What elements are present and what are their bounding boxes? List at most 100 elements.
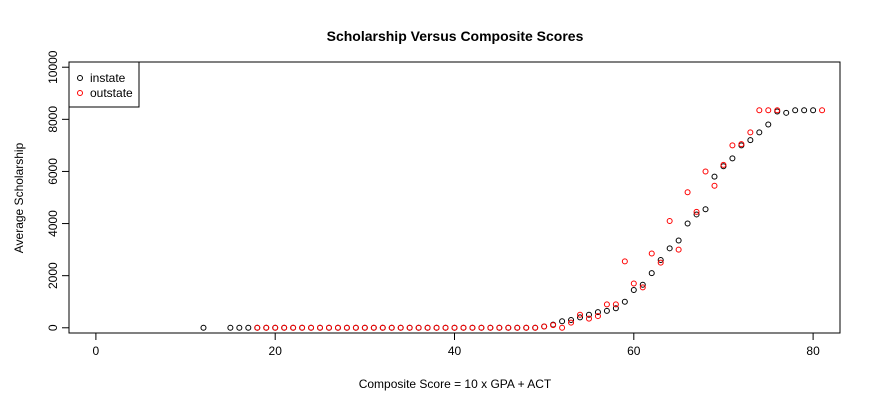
point-instate xyxy=(612,305,619,312)
point-outstate xyxy=(281,324,288,331)
point-instate xyxy=(810,107,817,114)
point-outstate xyxy=(415,324,422,331)
x-tick-label: 80 xyxy=(806,344,820,358)
point-instate xyxy=(801,107,808,114)
point-instate xyxy=(657,257,664,264)
point-instate xyxy=(792,107,799,114)
y-tick-label: 10000 xyxy=(46,50,60,84)
point-instate xyxy=(747,137,754,144)
point-outstate xyxy=(352,324,359,331)
point-outstate xyxy=(630,280,637,287)
point-outstate xyxy=(756,107,763,114)
legend-label-outstate: outstate xyxy=(90,86,133,100)
point-outstate xyxy=(290,324,297,331)
point-outstate xyxy=(505,324,512,331)
point-instate xyxy=(200,324,207,331)
point-outstate xyxy=(729,142,736,149)
point-outstate xyxy=(738,141,745,148)
y-tick-label: 6000 xyxy=(46,158,60,185)
point-instate xyxy=(729,155,736,162)
y-axis-label: Average Scholarship xyxy=(12,142,26,253)
y-tick-label: 0 xyxy=(46,324,60,331)
point-outstate xyxy=(693,208,700,215)
point-instate xyxy=(666,245,673,252)
legend-marker-instate xyxy=(77,75,83,81)
legend: instate outstate xyxy=(68,61,140,108)
point-instate xyxy=(577,314,584,321)
point-outstate xyxy=(370,324,377,331)
point-outstate xyxy=(433,324,440,331)
point-instate xyxy=(585,311,592,318)
point-instate xyxy=(603,307,610,314)
legend-box xyxy=(68,61,140,108)
point-instate xyxy=(559,318,566,325)
point-outstate xyxy=(657,259,664,266)
point-outstate xyxy=(487,324,494,331)
point-outstate xyxy=(496,324,503,331)
x-axis: 0 20 40 60 80 xyxy=(93,332,820,358)
y-tick-label: 8000 xyxy=(46,106,60,133)
point-outstate xyxy=(666,217,673,224)
point-outstate xyxy=(648,250,655,257)
point-instate xyxy=(630,287,637,294)
point-outstate xyxy=(594,313,601,320)
point-outstate xyxy=(577,311,584,318)
point-outstate xyxy=(585,315,592,322)
point-outstate xyxy=(765,107,772,114)
point-instate xyxy=(783,109,790,116)
plot-frame xyxy=(68,61,841,334)
point-instate xyxy=(227,324,234,331)
point-outstate xyxy=(702,168,709,175)
point-outstate xyxy=(523,324,530,331)
point-outstate xyxy=(711,182,718,189)
point-instate xyxy=(245,324,252,331)
point-outstate xyxy=(639,284,646,291)
point-outstate xyxy=(603,301,610,308)
point-instate xyxy=(702,206,709,213)
point-outstate xyxy=(442,324,449,331)
point-outstate xyxy=(559,324,566,331)
point-outstate xyxy=(263,324,270,331)
point-instate xyxy=(675,237,682,244)
point-instate xyxy=(594,309,601,316)
point-instate xyxy=(711,173,718,180)
point-outstate xyxy=(819,107,826,114)
point-outstate xyxy=(568,319,575,326)
point-outstate xyxy=(254,324,261,331)
point-outstate xyxy=(675,246,682,253)
point-outstate xyxy=(684,189,691,196)
point-instate xyxy=(756,129,763,136)
x-tick-label: 20 xyxy=(269,344,283,358)
point-outstate xyxy=(317,324,324,331)
point-outstate xyxy=(469,324,476,331)
point-instate xyxy=(648,270,655,277)
point-outstate xyxy=(343,324,350,331)
point-instate xyxy=(684,220,691,227)
point-outstate xyxy=(541,323,548,330)
legend-label-instate: instate xyxy=(90,71,126,85)
point-instate xyxy=(765,121,772,128)
chart-title: Scholarship Versus Composite Scores xyxy=(327,28,584,44)
x-axis-label: Composite Score = 10 x GPA + ACT xyxy=(359,377,552,391)
point-outstate xyxy=(460,324,467,331)
point-instate xyxy=(568,316,575,323)
point-outstate xyxy=(388,324,395,331)
point-outstate xyxy=(451,324,458,331)
point-outstate xyxy=(379,324,386,331)
point-outstate xyxy=(720,161,727,168)
point-outstate xyxy=(406,324,413,331)
point-instate xyxy=(236,324,243,331)
point-outstate xyxy=(621,258,628,265)
point-outstate xyxy=(308,324,315,331)
point-instate xyxy=(693,211,700,218)
point-outstate xyxy=(272,324,279,331)
point-outstate xyxy=(747,129,754,136)
x-tick-label: 40 xyxy=(448,344,462,358)
point-outstate xyxy=(478,324,485,331)
point-outstate xyxy=(397,324,404,331)
x-tick-label: 0 xyxy=(93,344,100,358)
point-instate xyxy=(639,281,646,288)
point-outstate xyxy=(774,107,781,114)
point-instate xyxy=(621,298,628,305)
